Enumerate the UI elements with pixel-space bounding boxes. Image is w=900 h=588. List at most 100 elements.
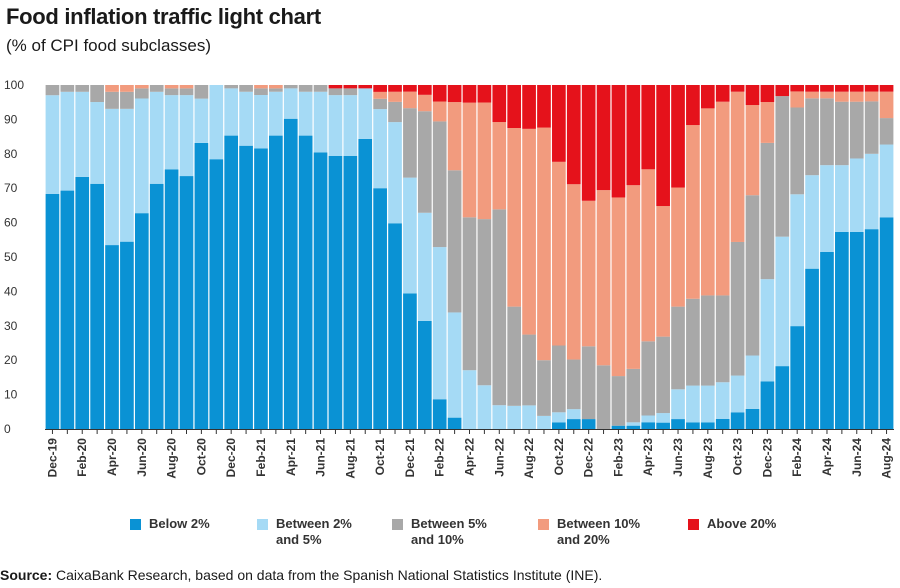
x-tick-label: Oct-22 bbox=[552, 438, 566, 476]
bar-below2-Jul-20 bbox=[149, 183, 164, 429]
x-tick-label: Apr-21 bbox=[284, 438, 298, 476]
bar-b5_10-Feb-24 bbox=[790, 107, 805, 195]
bar-b10_20-Dec-21 bbox=[403, 91, 417, 109]
bar-below2-Mar-23 bbox=[626, 425, 641, 429]
bar-below2-Aug-20 bbox=[164, 169, 179, 429]
bar-b10_20-Jan-22 bbox=[417, 94, 432, 112]
y-tick-label: 100 bbox=[4, 78, 24, 92]
bar-b10_20-Jul-22 bbox=[507, 128, 522, 307]
bar-b2_5-Dec-19 bbox=[45, 95, 60, 194]
bar-b2_5-Jul-20 bbox=[149, 91, 164, 184]
bar-b2_5-May-21 bbox=[298, 91, 313, 136]
bar-b2_5-Apr-24 bbox=[820, 165, 834, 252]
bar-b10_20-Feb-24 bbox=[790, 91, 805, 108]
legend-label-below-2: Below 2% bbox=[149, 516, 210, 531]
bar-below2-Sep-23 bbox=[715, 418, 730, 429]
legend-swatch-above-20 bbox=[688, 519, 699, 530]
bar-b5_10-Feb-23 bbox=[611, 376, 626, 426]
bar-below2-Jan-22 bbox=[417, 320, 432, 429]
bar-below2-Dec-23 bbox=[760, 381, 775, 429]
bar-above20-Sep-22 bbox=[537, 85, 551, 128]
bar-above20-Jan-23 bbox=[596, 85, 611, 191]
bar-b2_5-Jul-21 bbox=[328, 95, 343, 156]
chart-subtitle: (% of CPI food subclasses) bbox=[6, 36, 212, 55]
bar-b5_10-May-24 bbox=[835, 101, 849, 166]
bar-below2-Dec-21 bbox=[403, 293, 417, 429]
bar-b2_5-Apr-20 bbox=[105, 108, 119, 246]
bar-above20-Apr-24 bbox=[820, 85, 834, 92]
bar-below2-Aug-24 bbox=[879, 217, 894, 429]
bar-b5_10-Oct-23 bbox=[730, 241, 745, 376]
bar-b5_10-Dec-21 bbox=[403, 108, 417, 178]
bar-b2_5-Sep-23 bbox=[715, 382, 730, 419]
bar-b2_5-Nov-21 bbox=[388, 122, 402, 224]
bar-b2_5-Feb-24 bbox=[790, 194, 805, 327]
bar-b5_10-Oct-22 bbox=[552, 345, 566, 413]
y-tick-label: 50 bbox=[4, 250, 18, 264]
bar-b10_20-Oct-23 bbox=[730, 91, 745, 242]
bar-b2_5-Aug-21 bbox=[343, 95, 358, 156]
bar-b5_10-Jun-20 bbox=[134, 88, 149, 99]
bar-b2_5-Jul-23 bbox=[686, 385, 700, 423]
bar-b10_20-Jun-20 bbox=[134, 85, 149, 89]
bar-above20-Dec-21 bbox=[403, 85, 417, 92]
bar-b5_10-Feb-21 bbox=[254, 88, 268, 96]
bar-b2_5-Feb-20 bbox=[75, 91, 90, 177]
bar-above20-Nov-21 bbox=[388, 85, 402, 92]
bar-below2-Jan-20 bbox=[60, 190, 75, 429]
y-tick-label: 0 bbox=[4, 422, 11, 436]
bar-b2_5-Dec-20 bbox=[224, 88, 239, 136]
bar-above20-Oct-23 bbox=[730, 85, 745, 92]
bar-above20-Jul-23 bbox=[686, 85, 700, 126]
bar-b5_10-Mar-24 bbox=[805, 98, 819, 176]
bar-above20-Mar-23 bbox=[626, 85, 641, 186]
x-tick-label: Feb-23 bbox=[611, 438, 625, 477]
bar-below2-Dec-22 bbox=[581, 419, 596, 429]
bar-b10_20-Jan-23 bbox=[596, 190, 611, 366]
bar-b5_10-Oct-21 bbox=[373, 98, 387, 110]
bar-above20-Dec-23 bbox=[760, 85, 775, 103]
bar-below2-May-20 bbox=[120, 241, 134, 429]
bar-below2-Jun-23 bbox=[671, 419, 685, 429]
bar-b5_10-Oct-20 bbox=[194, 85, 209, 99]
bar-below2-Aug-23 bbox=[700, 422, 715, 429]
bar-b2_5-Mar-24 bbox=[805, 175, 819, 269]
bar-below2-Mar-24 bbox=[805, 268, 819, 429]
bar-b10_20-Jun-24 bbox=[849, 91, 864, 102]
bar-b5_10-May-20 bbox=[120, 91, 134, 109]
bar-b10_20-Mar-21 bbox=[269, 85, 283, 89]
bar-b2_5-Dec-23 bbox=[760, 279, 775, 382]
bar-b5_10-Mar-22 bbox=[447, 170, 462, 313]
bar-b5_10-Feb-20 bbox=[75, 85, 90, 92]
bar-below2-Oct-20 bbox=[194, 142, 209, 429]
traffic-light-chart: 0 10 20 30 40 50 60 70 80 90 100 Dec-19 Feb-20 Apr-20… bbox=[4, 78, 894, 479]
legend-swatch-between-2-5 bbox=[257, 519, 268, 530]
y-tick-label: 30 bbox=[4, 319, 18, 333]
bar-b2_5-Feb-21 bbox=[254, 95, 268, 149]
bar-b2_5-Apr-22 bbox=[462, 370, 477, 429]
bar-above20-Mar-22 bbox=[447, 85, 462, 103]
x-tick-label: Dec-21 bbox=[403, 438, 417, 478]
bar-below2-Apr-20 bbox=[105, 245, 119, 429]
bar-b2_5-Nov-23 bbox=[745, 355, 760, 409]
bar-b2_5-Aug-24 bbox=[879, 144, 894, 218]
x-tick-label: Feb-21 bbox=[254, 438, 268, 477]
y-tick-label: 20 bbox=[4, 353, 18, 367]
x-tick-label: Oct-20 bbox=[194, 438, 208, 476]
legend-swatch-below-2 bbox=[130, 519, 141, 530]
bar-below2-Mar-20 bbox=[90, 183, 104, 429]
bar-b5_10-Dec-20 bbox=[224, 85, 239, 89]
bar-above20-Oct-21 bbox=[373, 85, 387, 92]
bar-b2_5-May-24 bbox=[835, 165, 849, 232]
bar-b5_10-Jun-23 bbox=[671, 306, 685, 390]
bar-b5_10-Mar-23 bbox=[626, 368, 641, 423]
bar-above20-Sep-21 bbox=[358, 85, 373, 89]
bar-b2_5-Jun-24 bbox=[849, 158, 864, 232]
bar-below2-Jan-21 bbox=[239, 145, 253, 429]
bar-b2_5-Nov-20 bbox=[209, 85, 224, 160]
bar-b5_10-Dec-22 bbox=[581, 346, 596, 420]
bar-b5_10-Dec-19 bbox=[45, 85, 60, 96]
bar-b2_5-Feb-22 bbox=[432, 247, 447, 400]
bar-below2-Sep-21 bbox=[358, 138, 373, 429]
x-tick-label: Apr-23 bbox=[641, 438, 655, 476]
